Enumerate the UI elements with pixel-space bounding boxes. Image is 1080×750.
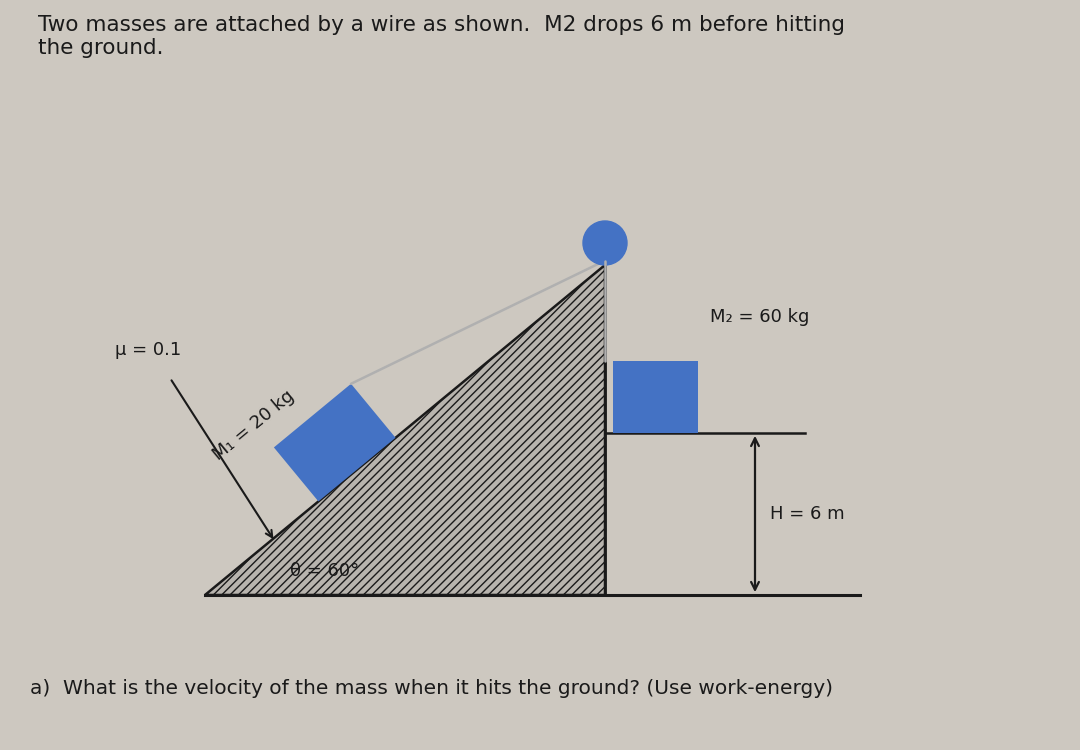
Circle shape [583,221,627,265]
Polygon shape [205,265,605,595]
Text: μ = 0.1: μ = 0.1 [114,341,181,359]
Text: Two masses are attached by a wire as shown.  M2 drops 6 m before hitting
the gro: Two masses are attached by a wire as sho… [38,15,845,58]
Bar [613,361,698,433]
Polygon shape [274,384,395,502]
Text: M₂ = 60 kg: M₂ = 60 kg [710,308,809,326]
Text: a)  What is the velocity of the mass when it hits the ground? (Use work-energy): a) What is the velocity of the mass when… [30,679,833,698]
Text: θ = 60°: θ = 60° [291,562,360,580]
Text: H = 6 m: H = 6 m [770,505,845,523]
Text: M₁ = 20 kg: M₁ = 20 kg [210,387,297,464]
